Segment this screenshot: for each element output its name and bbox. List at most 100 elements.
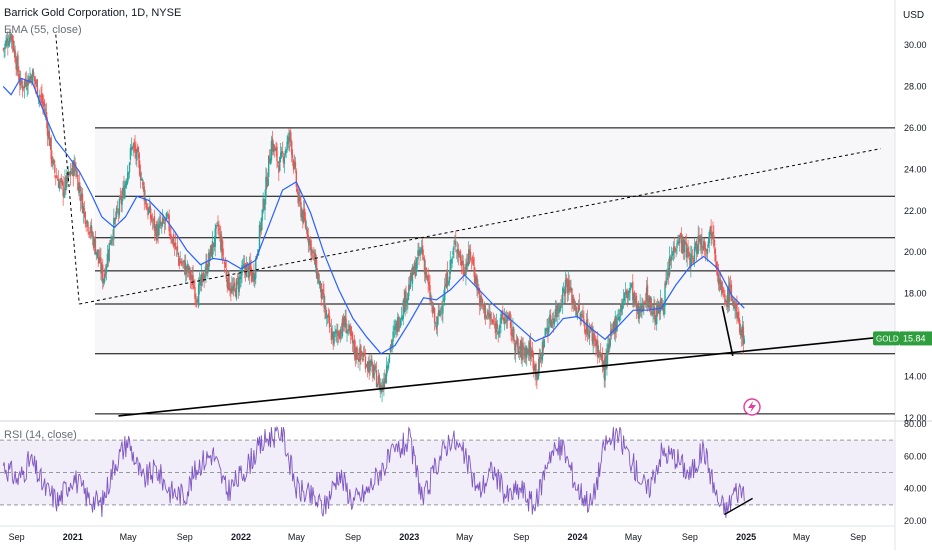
candle-body: [458, 253, 461, 255]
candle-body: [146, 209, 148, 211]
candle-body: [55, 175, 57, 178]
rsi-trendline[interactable]: [724, 497, 753, 516]
candle-body: [730, 284, 733, 301]
candle-body: [511, 332, 513, 336]
rsi-legend[interactable]: RSI (14, close): [4, 429, 77, 441]
candle-body: [715, 261, 718, 272]
candle-body: [326, 315, 329, 317]
candle-body: [732, 302, 734, 304]
candle-body: [402, 300, 404, 319]
candle-body: [564, 279, 567, 294]
symbol-title[interactable]: Barrick Gold Corporation, 1D, NYSE: [4, 7, 182, 19]
candle-body: [3, 48, 5, 50]
candle-body: [715, 254, 717, 262]
candle-body: [347, 329, 349, 331]
rsi-tick-label: 80.00: [904, 419, 927, 429]
price-badge[interactable]: GOLD 15.84: [873, 331, 932, 346]
candle-body: [275, 147, 277, 150]
candle-body: [359, 347, 361, 361]
candle-body: [2, 48, 4, 50]
candle-body: [594, 338, 596, 341]
candle-body: [150, 216, 153, 221]
candle-body: [665, 280, 667, 285]
candle-body: [554, 309, 557, 316]
candle-body: [292, 159, 295, 170]
candle-body: [20, 78, 22, 84]
candle-body: [69, 171, 72, 177]
candle-body: [298, 194, 300, 201]
candle-body: [385, 374, 387, 384]
candle-body: [671, 253, 674, 257]
time-tick-label: 2025: [736, 532, 756, 542]
candle-body: [340, 331, 343, 334]
rsi-line[interactable]: [2, 425, 745, 518]
candle-body: [640, 305, 642, 312]
candle-body: [196, 299, 198, 303]
candle-body: [529, 339, 532, 360]
dashed-trendline[interactable]: [79, 148, 881, 305]
candle-body: [185, 264, 187, 275]
candle-body: [346, 330, 348, 333]
candle-body: [698, 235, 700, 237]
trendline[interactable]: [721, 305, 734, 357]
candle-body: [170, 234, 172, 239]
candle-body: [490, 319, 492, 321]
candle-body: [428, 282, 430, 286]
candle-body: [149, 206, 151, 213]
candle-body: [736, 304, 738, 319]
candle-body: [245, 263, 248, 278]
candle-body: [520, 340, 522, 359]
candle-body: [388, 354, 391, 363]
candle-body: [284, 151, 286, 155]
candle-body: [299, 195, 301, 202]
candle-body: [98, 257, 100, 264]
ema-55-line[interactable]: [2, 77, 745, 355]
candle-body: [44, 111, 47, 113]
candle-body: [307, 235, 310, 243]
candle-body: [673, 246, 675, 251]
candle-body: [443, 298, 445, 302]
candle-body: [167, 214, 169, 216]
candle-body: [403, 299, 405, 311]
candle-body: [631, 283, 633, 286]
trendline[interactable]: [118, 336, 881, 417]
candle-body: [647, 298, 650, 308]
candle-body: [211, 240, 214, 259]
lightning-event-icon[interactable]: [743, 398, 761, 416]
candle-body: [579, 313, 581, 320]
candle-body: [228, 273, 230, 291]
candle-body: [79, 194, 82, 202]
candle-body: [178, 258, 180, 266]
candle-body: [108, 243, 110, 261]
candle-body: [593, 333, 595, 341]
candle-body: [99, 256, 101, 262]
price-tick-label: 22.00: [904, 206, 927, 216]
candle-body: [76, 174, 78, 176]
candle-body: [478, 287, 480, 294]
candle-body: [721, 281, 723, 293]
candle-body: [653, 306, 655, 314]
candle-body: [258, 224, 261, 250]
candle-body: [630, 283, 632, 289]
candle-body: [487, 311, 489, 315]
candle-body: [131, 147, 133, 150]
candle-body: [614, 316, 616, 334]
candle-body: [492, 321, 495, 322]
candle-body: [220, 240, 223, 252]
candle-body: [716, 269, 719, 276]
candle-body: [534, 365, 536, 371]
candle-body: [586, 318, 589, 335]
price-tick-label: 26.00: [904, 123, 927, 133]
candle-body: [187, 265, 190, 274]
candle-body: [208, 255, 211, 259]
candle-body: [621, 304, 623, 309]
time-tick-label: 2022: [231, 532, 251, 542]
candle-body: [731, 298, 734, 302]
candle-body: [488, 313, 490, 318]
candle-body: [134, 144, 136, 152]
ema-legend[interactable]: EMA (55, close): [4, 24, 82, 36]
candle-body: [314, 253, 316, 265]
candle-body: [533, 366, 535, 371]
